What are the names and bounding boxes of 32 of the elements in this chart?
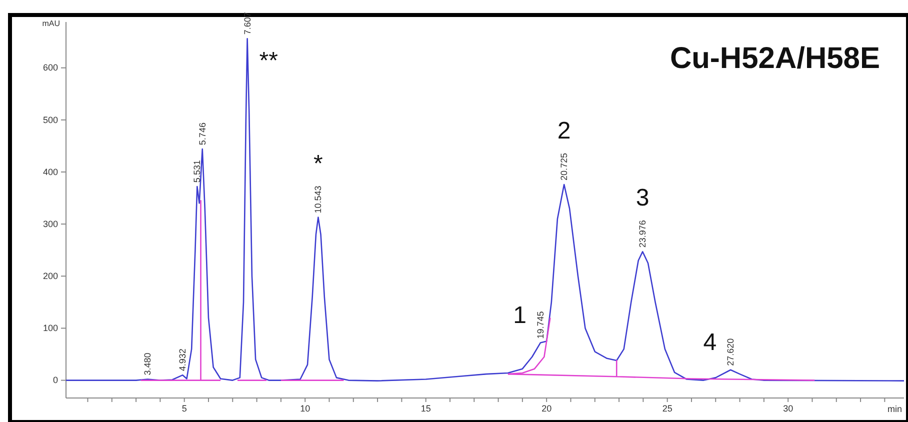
y-tick-label: 200: [42, 271, 58, 282]
annotation: 4: [703, 328, 717, 356]
annotation: 3.480: [142, 352, 153, 376]
annotation: 20.725: [559, 152, 570, 180]
annotation: 4.932: [178, 348, 188, 372]
annotation: 23.976: [638, 220, 648, 248]
annotation: 1: [513, 302, 526, 329]
x-tick-label: 20: [542, 403, 552, 414]
y-tick-label: 100: [42, 323, 58, 334]
annotation: 19.745: [535, 311, 546, 339]
y-tick-label: 300: [42, 218, 58, 229]
x-axis-title: min: [887, 404, 902, 414]
annotation: 5.746: [197, 122, 208, 146]
y-tick-label: 500: [42, 114, 58, 125]
x-tick-label: 15: [420, 403, 431, 414]
annotation: 10.543: [313, 186, 324, 214]
x-tick-label: 5: [182, 403, 187, 414]
annotation: 2: [557, 117, 571, 144]
x-tick-label: 30: [783, 403, 794, 414]
annotation: 7.607: [242, 12, 252, 35]
annotation: 27.620: [726, 338, 736, 366]
x-tick-label: 10: [300, 403, 310, 414]
text: Cu-H52A/H58E: [670, 42, 880, 75]
y-tick-label: 0: [52, 375, 58, 386]
x-tick-label: 25: [662, 403, 672, 414]
y-axis-title: mAU: [42, 19, 60, 28]
annotation: **: [259, 48, 278, 75]
y-tick-label: 600: [42, 62, 58, 73]
annotation: 5.531: [192, 160, 202, 183]
annotation: *: [314, 150, 323, 178]
y-tick-label: 400: [42, 166, 58, 177]
annotation: 3: [636, 184, 650, 212]
